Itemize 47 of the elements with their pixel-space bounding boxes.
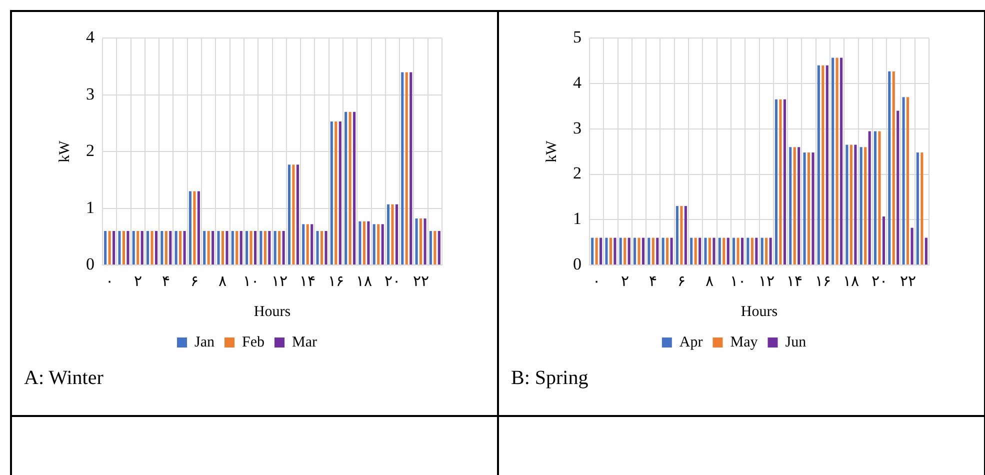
x-tick-label: ۴ (162, 274, 170, 290)
legend-label: Jan (194, 334, 215, 350)
x-tick-label: ۰ (592, 274, 601, 290)
legend-label: May (730, 334, 758, 350)
y-tick-label: 2 (573, 164, 582, 183)
y-tick-label: 5 (573, 28, 582, 47)
y-axis-title: kW (56, 140, 73, 162)
x-tick-label: ۱۸ (843, 274, 860, 290)
legend-label: Jun (785, 334, 807, 350)
x-tick-label: ۱۰ (730, 274, 746, 290)
x-tick-label: ۱۸ (356, 274, 372, 290)
x-tick-label: ۶ (190, 274, 198, 290)
x-tick-label: ۲ (620, 274, 629, 290)
x-tick-label: ۰ (106, 274, 114, 290)
x-tick-label: ۱۲ (758, 274, 774, 290)
x-tick-label: ۱۶ (814, 274, 831, 290)
y-tick-label: 4 (573, 73, 582, 92)
text: B: Spring (511, 367, 588, 390)
x-tick-label: ۲۰ (871, 274, 888, 290)
y-tick-label: 3 (86, 84, 94, 104)
legend-label: Mar (292, 334, 317, 350)
x-tick-label: ۶ (677, 274, 686, 290)
x-tick-label: ۲۲ (412, 274, 429, 290)
x-axis-title: Hours (740, 304, 778, 320)
x-tick-label: ۱۴ (786, 274, 803, 290)
x-tick-label: ۲ (134, 274, 142, 290)
y-tick-label: 3 (573, 118, 582, 138)
y-tick-label: 2 (86, 141, 94, 160)
x-tick-label: ۴ (649, 274, 658, 290)
x-tick-label: ۱۲ (271, 274, 288, 290)
legend-label: Feb (242, 334, 264, 350)
y-tick-label: 0 (86, 254, 94, 274)
legend-label: Apr (679, 334, 703, 350)
y-tick-label: 1 (86, 198, 94, 217)
x-tick-label: ۸ (706, 274, 714, 290)
x-tick-label: ۱۶ (328, 274, 344, 290)
x-tick-label: ۲۲ (900, 274, 916, 290)
y-tick-label: 4 (86, 28, 95, 47)
x-tick-label: ۱۴ (300, 274, 316, 290)
y-tick-label: 0 (573, 254, 582, 274)
y-axis-title: kW (544, 140, 560, 162)
x-axis-title: Hours (254, 304, 291, 320)
x-tick-label: ۱۰ (243, 274, 260, 290)
x-tick-label: ۲۰ (384, 274, 400, 290)
text: A: Winter (24, 367, 104, 390)
y-tick-label: 1 (573, 209, 582, 228)
x-tick-label: ۸ (218, 274, 227, 290)
